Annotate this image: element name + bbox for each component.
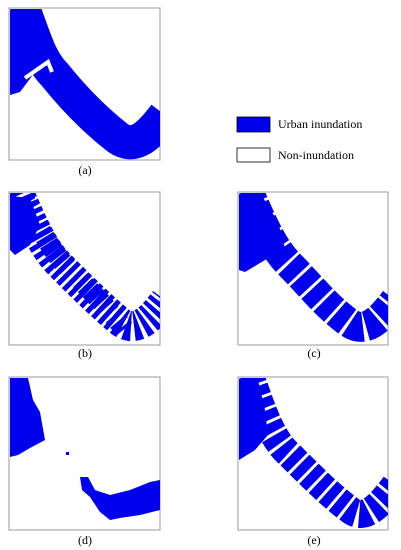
panel-a: (a) xyxy=(8,7,161,177)
inundation-area xyxy=(239,380,268,460)
panel-label: (e) xyxy=(307,533,320,547)
panel-label: (d) xyxy=(78,533,92,547)
inundation-area xyxy=(80,477,160,520)
inundation-area xyxy=(239,196,285,272)
legend-swatch xyxy=(236,116,271,133)
panel-label: (c) xyxy=(307,346,320,360)
panel-c: (c) xyxy=(237,191,389,360)
legend-label: Non-inundation xyxy=(278,148,354,162)
inundation-area xyxy=(66,452,69,455)
inundation-area xyxy=(239,193,388,342)
panel-e: (e) xyxy=(237,376,389,547)
panel-d: (d) xyxy=(8,376,161,547)
legend: Urban inundation Non-inundation xyxy=(236,116,362,163)
legend-label: Urban inundation xyxy=(278,117,362,131)
gap xyxy=(23,58,54,80)
inundation-area xyxy=(10,378,45,457)
panel-label: (a) xyxy=(78,163,91,177)
inundation-area xyxy=(10,10,52,95)
panel-b: (b) xyxy=(8,191,161,360)
legend-swatch xyxy=(236,147,271,163)
panel-label: (b) xyxy=(78,346,92,360)
inundation-area xyxy=(10,196,40,255)
